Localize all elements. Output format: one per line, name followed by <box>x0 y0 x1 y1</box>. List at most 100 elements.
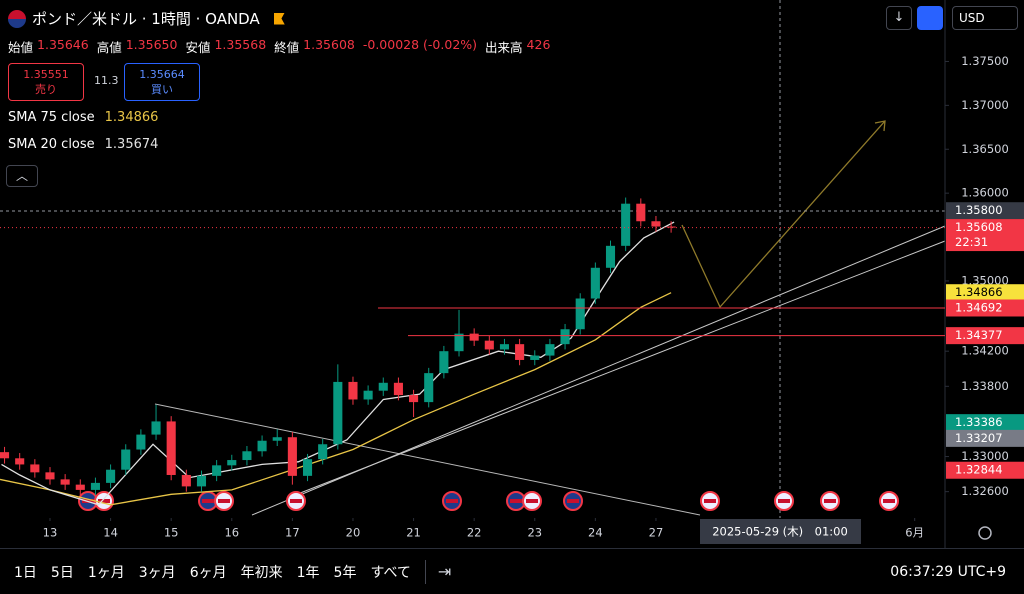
indicator-row: SMA 75 close 1.34866 <box>8 110 158 137</box>
price-tag <box>946 414 1024 432</box>
sync-button[interactable] <box>917 6 943 30</box>
x-tick-label: 6月 <box>905 526 924 540</box>
buy-price: 1.35664 <box>139 68 185 81</box>
x-tick-label: 24 <box>588 526 603 540</box>
event-flag-stripe <box>218 499 230 503</box>
volume-label: 出来高 <box>485 40 523 55</box>
volume: 426 <box>526 37 551 52</box>
x-tick-label: 22 <box>467 526 482 540</box>
candle-body <box>0 452 10 459</box>
date-range-button[interactable]: ⇥ <box>437 562 452 581</box>
candle-body <box>575 298 585 330</box>
event-flag-stripe <box>704 499 716 503</box>
event-flag-stripe <box>446 499 458 503</box>
ohlc-value: 1.35568 <box>214 37 267 52</box>
y-tick-label: 1.33800 <box>961 379 1009 393</box>
candle-body <box>15 458 25 465</box>
candle-body <box>363 390 373 400</box>
price-tag-label: 1.35608 <box>955 220 1003 234</box>
forecast-arrow <box>681 120 886 309</box>
price-tag-label: 1.34377 <box>955 328 1003 342</box>
chart: 2025-05-29 (木) 01:00 1.37500 1.37000 1.365… <box>0 0 1024 548</box>
candle-body <box>530 355 540 360</box>
candle-body <box>227 460 237 466</box>
candles <box>0 197 676 496</box>
candle-body <box>212 465 222 476</box>
download-button[interactable]: ↓ <box>886 6 912 30</box>
candle-body <box>651 221 661 227</box>
event-flag-stripe <box>778 499 790 503</box>
ohlc-value: 1.35650 <box>125 37 178 52</box>
symbol-title[interactable]: ポンド／米ドル · 1時間 · OANDA <box>32 10 260 28</box>
range-button[interactable]: 1ヶ月 <box>87 564 125 581</box>
spread: 11.3 <box>94 74 119 87</box>
y-tick-label: 1.34200 <box>961 344 1009 358</box>
candle-body <box>545 344 555 356</box>
indicator-name: SMA 75 close <box>8 110 95 125</box>
candle-body <box>318 444 328 460</box>
range-button[interactable]: 3ヶ月 <box>138 564 176 581</box>
event-flag-stripe <box>98 499 110 503</box>
candle-body <box>166 421 176 475</box>
x-tick-label: 21 <box>406 526 421 540</box>
candle-body <box>272 437 282 441</box>
y-tick-label: 1.36500 <box>961 142 1009 156</box>
range-button[interactable]: 1日 <box>14 564 37 581</box>
candle-body <box>605 245 616 268</box>
ohlc-label: 安値 <box>185 40 211 55</box>
range-button[interactable]: 1年 <box>296 564 320 581</box>
candle-body <box>409 395 419 403</box>
event-flag-stripe <box>824 499 836 503</box>
channel-line <box>289 240 946 498</box>
candle-body <box>560 329 570 345</box>
change: -0.00028 (-0.02%) <box>362 37 478 52</box>
drawings <box>0 0 946 518</box>
price-tag <box>946 299 1024 317</box>
ohlc-label: 始値 <box>8 40 34 55</box>
crosshair-date: 2025-05-29 (木) 01:00 <box>712 525 848 539</box>
trend-line <box>154 403 701 516</box>
range-button[interactable]: 5日 <box>50 564 74 581</box>
candle-body <box>499 344 510 350</box>
x-tick-label: 14 <box>103 526 118 540</box>
flag-icon[interactable] <box>273 12 285 25</box>
symbol-header: ポンド／米ドル · 1時間 · OANDA <box>8 8 285 29</box>
clock[interactable]: 06:37:29 UTC+9 <box>890 563 1006 580</box>
ohlc-value: 1.35646 <box>37 37 89 52</box>
x-tick-label: 17 <box>285 526 300 540</box>
symbol-icon <box>8 9 26 28</box>
sell-button[interactable]: 1.35551 売り <box>8 63 84 101</box>
buy-button[interactable]: 1.35664 買い <box>124 63 200 101</box>
sma-line <box>1 221 675 506</box>
candle-body <box>196 475 207 487</box>
ohlc-value: 1.35608 <box>303 37 355 52</box>
candle-body <box>515 344 525 360</box>
event-flag-stripe <box>510 499 522 503</box>
collapse-button[interactable]: ︿ <box>6 165 38 187</box>
price-tag-label: 1.32844 <box>955 463 1003 477</box>
settings-icon[interactable] <box>978 526 992 540</box>
event-flag-stripe <box>883 499 895 503</box>
candle-body <box>424 373 434 403</box>
candle-body <box>181 474 191 487</box>
candle-body <box>151 421 161 435</box>
x-tick-label: 23 <box>527 526 542 540</box>
range-button[interactable]: 6ヶ月 <box>189 564 227 581</box>
separator <box>424 559 426 584</box>
range-button[interactable]: 5年 <box>333 564 357 581</box>
price-tag <box>946 284 1024 302</box>
indicator-value: 1.34866 <box>104 110 159 125</box>
y-tick-label: 1.37500 <box>961 54 1009 68</box>
range-button[interactable]: 年初来 <box>240 564 283 581</box>
x-tick-label: 15 <box>164 526 179 540</box>
candle-body <box>454 333 464 352</box>
candle-body <box>121 449 131 470</box>
candle-body <box>621 203 631 246</box>
candle-body <box>378 382 388 391</box>
range-button[interactable]: すべて <box>370 564 411 581</box>
candle-body <box>484 340 494 350</box>
currency-select[interactable]: USD <box>952 6 1018 30</box>
candle-body <box>439 351 449 374</box>
candle-body <box>30 464 40 473</box>
